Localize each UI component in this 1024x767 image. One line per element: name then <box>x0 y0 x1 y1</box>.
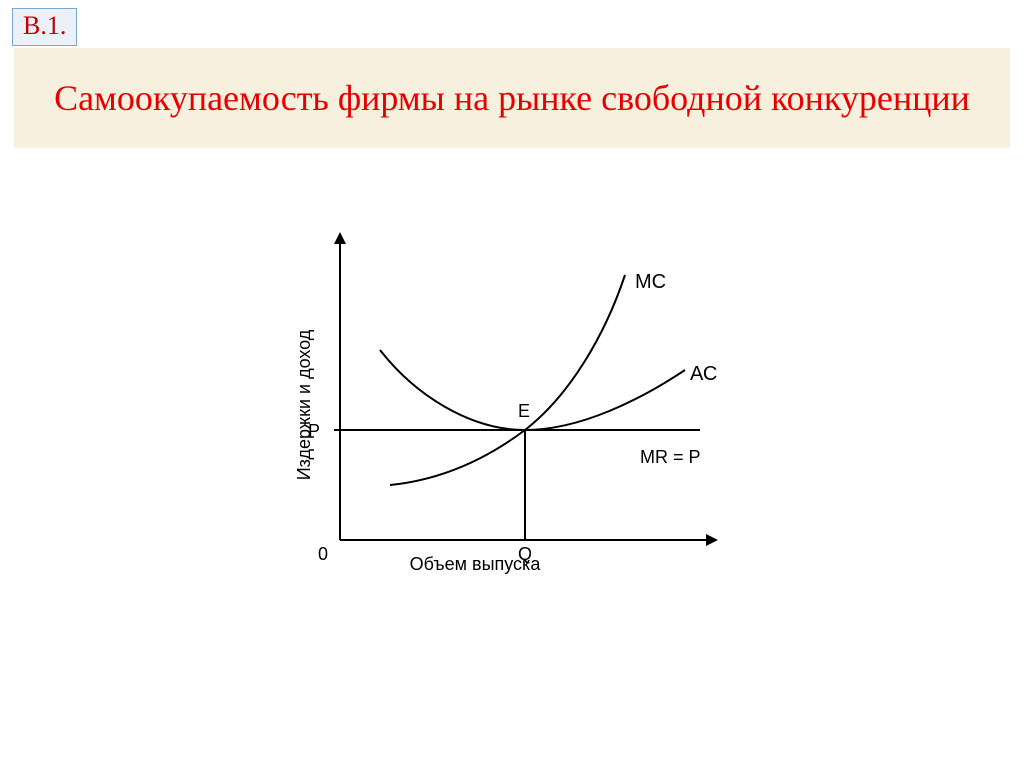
economics-chart: Издержки и доходОбъем выпуска0PMR = PQМС… <box>270 220 750 600</box>
slide-badge: В.1. <box>12 8 77 46</box>
origin-label: 0 <box>318 544 328 564</box>
label-p: P <box>308 421 320 441</box>
label-q: Q <box>518 544 532 564</box>
chart-svg: Издержки и доходОбъем выпуска0PMR = PQМС… <box>270 220 750 600</box>
label-e: E <box>518 401 530 421</box>
slide-title: Самоокупаемость фирмы на рынке свободной… <box>54 76 970 121</box>
label-mr-eq-p: MR = P <box>640 447 701 467</box>
label-mc: МС <box>635 271 666 293</box>
slide-badge-text: В.1. <box>23 11 66 40</box>
y-axis-label: Издержки и доход <box>294 329 314 480</box>
ac-curve <box>380 350 685 430</box>
mc-curve <box>390 275 625 485</box>
label-ac: АС <box>690 363 717 385</box>
title-band: Самоокупаемость фирмы на рынке свободной… <box>14 48 1010 148</box>
